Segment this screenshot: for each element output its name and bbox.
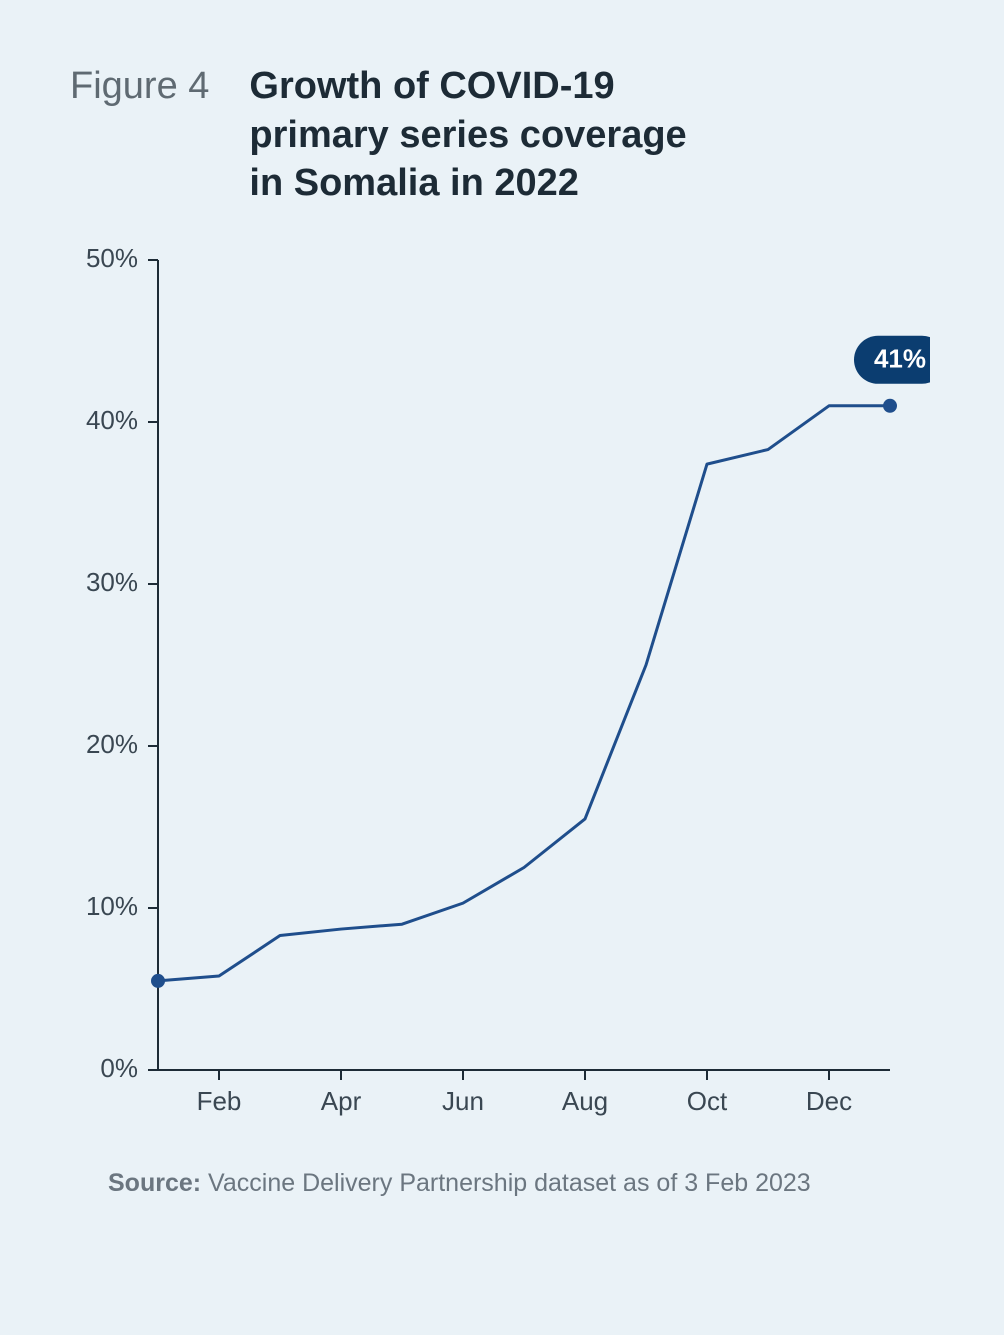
y-tick-label: 40% [86,405,138,435]
y-tick-label: 30% [86,567,138,597]
source-label: Source: [108,1169,201,1197]
callout-badge: 41% [854,336,930,384]
chart-source: Source: Vaccine Delivery Partnership dat… [70,1169,934,1198]
x-tick-label: Dec [806,1086,852,1116]
x-tick-label: Aug [562,1086,608,1116]
chart-header: Figure 4 Growth of COVID-19primary serie… [70,62,934,208]
x-tick-label: Apr [321,1086,362,1116]
y-tick-label: 50% [86,243,138,273]
series-line [158,406,890,981]
y-tick-label: 0% [100,1053,138,1083]
x-tick-label: Oct [687,1086,728,1116]
chart-area: 0% 10% 20% 30% 40% 50% Feb Apr Jun Aug Oct Dec 41% [70,240,934,1145]
svg-text:41%: 41% [874,344,926,374]
data-point-marker [151,974,165,988]
x-tick-label: Jun [442,1086,484,1116]
figure-title: Growth of COVID-19primary series coverag… [249,62,686,208]
figure-label: Figure 4 [70,62,209,111]
y-tick-label: 20% [86,729,138,759]
line-chart-svg: 0% 10% 20% 30% 40% 50% Feb Apr Jun Aug Oct Dec 41% [70,240,930,1140]
y-tick-label: 10% [86,891,138,921]
data-point-marker [883,399,897,413]
x-tick-label: Feb [197,1086,242,1116]
source-text: Vaccine Delivery Partnership dataset as … [208,1169,811,1197]
chart-card: Figure 4 Growth of COVID-19primary serie… [0,0,1004,1335]
